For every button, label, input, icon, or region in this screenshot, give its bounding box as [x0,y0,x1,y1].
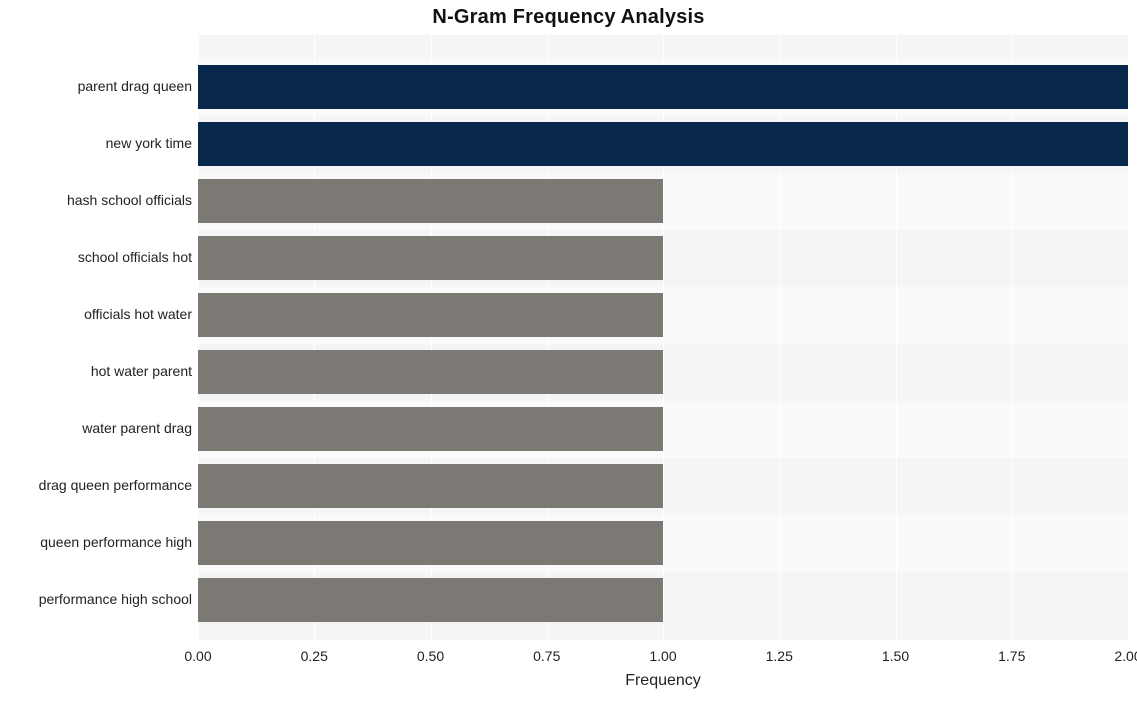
x-tick-label: 0.50 [417,648,444,664]
x-axis-ticks: 0.000.250.500.751.001.251.501.752.00 [198,648,1128,668]
chart-title: N-Gram Frequency Analysis [0,6,1137,29]
ngram-frequency-chart: N-Gram Frequency Analysis parent drag qu… [0,0,1137,701]
x-axis-title: Frequency [198,672,1128,690]
bar [198,350,663,394]
bar [198,464,663,508]
y-tick-label: new york time [0,135,192,151]
bar [198,578,663,622]
bar [198,65,1128,109]
x-tick-label: 0.75 [533,648,560,664]
y-tick-label: hot water parent [0,363,192,379]
bar [198,521,663,565]
y-axis-labels: parent drag queen new york time hash schoo… [0,35,198,640]
x-tick-label: 2.00 [1114,648,1137,664]
x-tick-label: 0.25 [301,648,328,664]
y-tick-label: parent drag queen [0,78,192,94]
x-tick-label: 1.75 [998,648,1025,664]
y-tick-label: drag queen performance [0,477,192,493]
y-tick-label: water parent drag [0,420,192,436]
bar [198,293,663,337]
x-tick-label: 0.00 [184,648,211,664]
bar [198,179,663,223]
y-tick-label: officials hot water [0,306,192,322]
x-tick-label: 1.50 [882,648,909,664]
y-tick-label: hash school officials [0,192,192,208]
bar [198,122,1128,166]
plot-area [198,35,1128,640]
bar [198,236,663,280]
bar [198,407,663,451]
y-tick-label: performance high school [0,591,192,607]
x-tick-label: 1.25 [766,648,793,664]
y-tick-label: school officials hot [0,249,192,265]
y-tick-label: queen performance high [0,534,192,550]
x-tick-label: 1.00 [649,648,676,664]
